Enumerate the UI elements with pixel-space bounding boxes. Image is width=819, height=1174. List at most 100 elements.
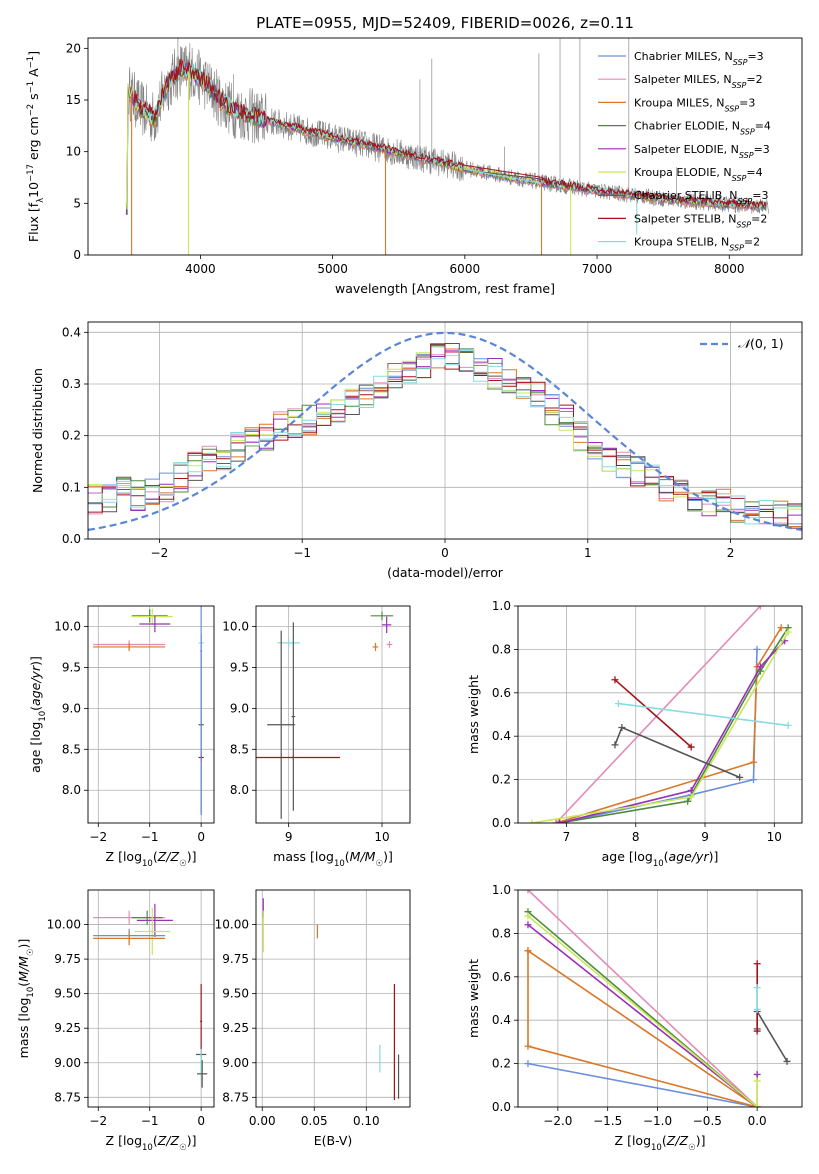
mass_weight_vs_age-xtick-label: 10	[767, 830, 782, 844]
spectrum-legend-label-part: SSP	[733, 58, 748, 67]
mass_vs_Z-ytick-label: 9.50	[54, 987, 81, 1001]
mass_weight_vs_Z-series-krou_elod	[527, 915, 758, 1107]
mass_vs_Z-ytick-label: 10.00	[47, 918, 81, 932]
mass_vs_Z-xlabel-part: Z/Z	[157, 1133, 180, 1148]
mass_weight_vs_age-series-krou_miles	[555, 627, 782, 823]
spectrum-legend-label-part: =2	[746, 73, 762, 86]
spectrum-ylabel-part: −1	[26, 81, 36, 94]
mass_vs_Z-ylabel-part: (	[16, 982, 31, 987]
age_vs_mass-ytick-label: 9.0	[230, 701, 249, 715]
spectrum-ylabel-part: erg cm	[26, 116, 41, 164]
mass_weight_vs_age-ytick-label: 0.8	[492, 642, 511, 656]
spectrum-legend-label-part: SSP	[740, 127, 755, 136]
spectrum-legend-label: Salpeter MILES, NSSP=2	[634, 73, 763, 90]
mass_weight_vs_age-marker	[756, 606, 764, 610]
spectrum-ylabel-part: −17	[26, 164, 36, 182]
age_vs_Z-ylabel-part: 10	[38, 711, 48, 722]
age_vs_Z-xlabel-part: ☉	[179, 859, 187, 869]
residuals-ytick-label: 0.1	[62, 480, 81, 494]
mass_weight_vs_Z-ytick-label: 0.0	[492, 1100, 511, 1114]
mass_weight_vs_age-xlabel-part: )]	[709, 849, 719, 864]
mass_weight_vs_Z-series-chab_stel	[756, 1008, 788, 1062]
spectrum-legend-label: Chabrier STELIB, NSSP=3	[634, 189, 768, 206]
mass_weight_vs_Z-marker	[753, 1005, 761, 1013]
residual-legend-label: 𝒩(0, 1)	[738, 336, 784, 351]
mass_weight_vs_age-ytick-label: 1.0	[492, 599, 511, 613]
mass_weight_vs_age-xlabel-part: age [	[602, 849, 634, 864]
mass_weight_vs_Z-marker	[524, 912, 532, 920]
age_vs_Z-ytick-label: 9.0	[62, 701, 81, 715]
mass_weight_vs_age-series-krou_elod	[531, 631, 789, 823]
spectrum-legend-label-part: =3	[739, 96, 755, 109]
age_vs_mass-xlabel-part: )]	[383, 849, 393, 864]
mass_weight_vs_Z-series-salp_miles	[527, 890, 758, 1107]
mass_weight_vs_age-xlabel-part: age/yr	[669, 849, 710, 864]
mass_weight_vs_Z-marker	[524, 890, 532, 894]
spectrum-legend-label-part: =4	[746, 166, 762, 179]
mass_weight_vs_age-marker	[618, 724, 626, 732]
residual-histogram-salp_stel	[88, 343, 802, 529]
mass_vs_Z-xlabel-part: Z [	[106, 1133, 123, 1148]
residuals-xlabel-part: (data-model)/error	[387, 565, 504, 580]
mass_weight_vs_age-marker	[552, 819, 560, 823]
age_vs_mass-xlabel-part: log	[315, 849, 334, 864]
mass_vs_ebv-ytick-label: 9.50	[222, 987, 249, 1001]
age_vs_Z-xlabel-part: log	[123, 849, 142, 864]
mass_weight_vs_age-xlabel-part: log	[634, 849, 653, 864]
spectrum-xtick-label: 8000	[714, 262, 745, 276]
mass_weight_vs_age-frame	[517, 605, 803, 824]
mass_vs_Z-xlabel-part: ☉	[179, 1143, 187, 1153]
mass_weight_vs_age-ylabel-part: mass weight	[466, 675, 481, 754]
age_vs_Z-ytick-label: 8.5	[62, 742, 81, 756]
mass_weight_vs_Z-xlabel-part: ☉	[688, 1143, 696, 1153]
age_vs_Z-ytick-label: 9.5	[62, 660, 81, 674]
spectrum-ylabel-part: 10	[26, 182, 41, 198]
mass_vs_Z-xlabel-part: )]	[187, 1133, 197, 1148]
age_vs_Z-ylabel-part: age/yr	[28, 665, 43, 706]
mass_vs_ebv-ytick-label: 8.75	[222, 1090, 249, 1104]
mass_vs_ebv-xtick-label: 0.05	[301, 1114, 328, 1128]
spectrum-legend-label: Chabrier MILES, NSSP=3	[634, 50, 764, 67]
spectrum-ylabel-part: s	[26, 93, 41, 104]
mass_weight_vs_age-ytick-label: 0.0	[492, 816, 511, 830]
mass_vs_ebv-xlabel-part: E(B-V)	[314, 1133, 353, 1148]
spectrum-panel: 4000 5000 6000 7000 8000 0 5 10 15 20 wavelength […	[26, 37, 803, 296]
residuals-ytick-label: 0.2	[62, 429, 81, 443]
spectrum-xlabel-part: wavelength [Angstrom, rest frame]	[335, 281, 555, 296]
mass_weight_vs_Z-marker	[753, 1103, 761, 1107]
mass_vs_Z-ylabel-part: mass [	[16, 1017, 31, 1059]
mass_vs_Z-plot-area	[93, 903, 208, 1088]
spectrum-xtick-label: 4000	[185, 262, 216, 276]
age_vs_Z-panel: −2 −1 08.08.59.09.510.0Z [log10(Z/Z☉)]age …	[28, 605, 215, 869]
mass_weight_vs_Z-xlabel: Z [log10(Z/Z☉)]	[615, 1133, 706, 1153]
spectrum-legend-label-part: SSP	[724, 104, 739, 113]
spectrum-legend-label-part: Salpeter MILES, N	[634, 73, 732, 86]
spectrum-ytick-label: 20	[66, 41, 81, 55]
mass_weight_vs_Z-ytick-label: 1.0	[492, 883, 511, 897]
mass_weight_vs_age-marker	[687, 743, 695, 751]
age_vs_Z-xlabel-part: (	[153, 849, 158, 864]
age_vs_mass-ytick-label: 8.0	[230, 783, 249, 797]
mass_weight_vs_Z-xlabel-part: (	[662, 1133, 667, 1148]
mass_vs_Z-ylabel-part: M/M	[16, 956, 31, 982]
spectrum-legend-label-part: =2	[744, 236, 760, 249]
mass_weight_vs_age-xlabel-part: 10	[653, 859, 664, 869]
mass_weight_vs_age-marker	[750, 758, 758, 766]
spectrum-ylabel-part: A	[26, 68, 41, 81]
spectrum-ytick-label: 5	[73, 196, 81, 210]
mass_weight_vs_Z-marker	[753, 1077, 761, 1085]
residuals-frame	[87, 321, 803, 540]
mass_weight_vs_Z-series-salp_elod	[527, 924, 758, 1107]
age_vs_mass-ytick-label: 10.0	[222, 619, 249, 633]
age_vs_mass-xlabel-part: mass [	[273, 849, 315, 864]
spectrum-legend-label: Salpeter STELIB, NSSP=2	[634, 212, 767, 229]
mass_vs_ebv-xtick-label: 0.10	[353, 1114, 380, 1128]
mass_weight_vs_age-series-salp_miles	[555, 606, 761, 823]
mass_weight_vs_Z-marker	[753, 960, 761, 968]
mass_weight_vs_Z-ylabel-part: mass weight	[466, 959, 481, 1038]
age_vs_mass-ytick-label: 8.5	[230, 742, 249, 756]
mass_vs_Z-xtick-label: −2	[89, 1114, 107, 1128]
residuals-ytick-label: 0.3	[62, 377, 81, 391]
age_vs_Z-xlabel: Z [log10(Z/Z☉)]	[106, 849, 197, 869]
